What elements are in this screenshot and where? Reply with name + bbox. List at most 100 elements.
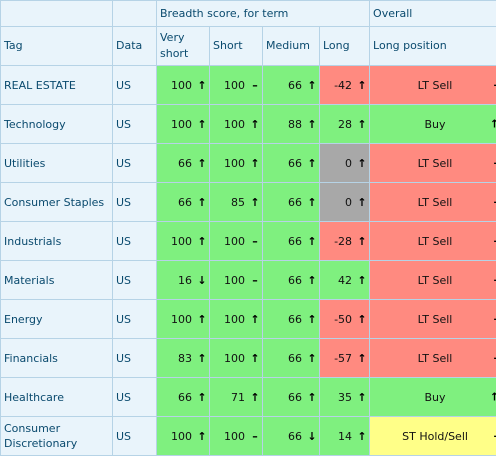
data-cell: US	[112, 104, 157, 144]
trend-icon: –	[494, 313, 496, 326]
score-value: 35	[338, 390, 353, 404]
trend-icon: ↑	[250, 195, 260, 209]
medium-score-cell: 88 ↑	[262, 104, 320, 144]
trend-icon: –	[252, 429, 258, 443]
score-value: 16	[178, 273, 192, 287]
tag-cell[interactable]: Financials	[0, 338, 113, 378]
score-value: -28	[334, 234, 353, 248]
score-value: 0	[345, 195, 353, 209]
score-value: 85	[231, 195, 245, 209]
long-score-cell: -50 ↑	[318, 299, 371, 339]
score-value: 83	[178, 351, 192, 365]
long-score-cell: 0 ↑	[318, 182, 371, 222]
long-position-cell: Buy ↑	[369, 377, 496, 417]
long-position-cell: LT Sell –	[369, 221, 496, 261]
trend-icon: ↑	[357, 78, 367, 92]
trend-icon: ↑	[357, 156, 367, 170]
trend-icon: ↑	[357, 195, 367, 209]
medium-column-header[interactable]: Medium	[262, 26, 320, 66]
score-value: -50	[334, 312, 353, 326]
short-column-header[interactable]: Short	[209, 26, 263, 66]
tag-cell[interactable]: Healthcare	[0, 377, 113, 417]
trend-icon: ↑	[307, 351, 317, 365]
position-label: LT Sell	[417, 156, 453, 170]
tag-cell[interactable]: Materials	[0, 260, 113, 300]
very-short-score-cell: 100 ↑	[156, 65, 210, 105]
score-value: 100	[171, 429, 192, 443]
trend-icon: ↑	[197, 312, 207, 326]
position-label: Buy	[424, 390, 446, 404]
very-short-column-header[interactable]: Very short	[156, 26, 210, 66]
long-score-cell: -28 ↑	[318, 221, 371, 261]
short-score-cell: 100 ↑	[209, 104, 263, 144]
trend-icon: ↑	[490, 391, 496, 404]
position-label: LT Sell	[417, 273, 453, 287]
medium-score-cell: 66 ↑	[262, 65, 320, 105]
tag-cell[interactable]: Industrials	[0, 221, 113, 261]
trend-icon: ↑	[357, 273, 367, 287]
score-value: 88	[288, 117, 302, 131]
score-value: -42	[334, 78, 353, 92]
trend-icon: –	[494, 274, 496, 287]
tag-cell[interactable]: REAL ESTATE	[0, 65, 113, 105]
long-position-cell: LT Sell –	[369, 299, 496, 339]
trend-icon: ↑	[307, 78, 317, 92]
score-value: 28	[338, 117, 353, 131]
long-score-cell: 14 ↑	[318, 416, 371, 456]
score-value: 42	[338, 273, 353, 287]
trend-icon: ↑	[357, 117, 367, 131]
tag-cell[interactable]: Utilities	[0, 143, 113, 183]
very-short-score-cell: 66 ↑	[156, 182, 210, 222]
long-score-cell: 28 ↑	[318, 104, 371, 144]
score-value: 66	[288, 429, 302, 443]
tag-column-header[interactable]: Tag	[0, 26, 113, 66]
score-value: 66	[288, 390, 302, 404]
short-score-cell: 100 ↑	[209, 299, 263, 339]
long-position-cell: Buy ↑	[369, 104, 496, 144]
long-column-header[interactable]: Long	[318, 26, 371, 66]
trend-icon: ↓	[197, 273, 207, 287]
score-value: 66	[288, 351, 302, 365]
data-cell: US	[112, 182, 157, 222]
long-position-cell: ST Hold/Sell –	[369, 416, 496, 456]
score-value: 100	[224, 312, 245, 326]
score-value: 100	[171, 117, 192, 131]
trend-icon: –	[494, 235, 496, 248]
data-cell: US	[112, 221, 157, 261]
score-value: 66	[288, 312, 302, 326]
trend-icon: ↑	[250, 156, 260, 170]
short-score-cell: 100 ↑	[209, 338, 263, 378]
tag-cell[interactable]: Consumer Staples	[0, 182, 113, 222]
short-score-cell: 100–	[209, 260, 263, 300]
very-short-score-cell: 16 ↓	[156, 260, 210, 300]
trend-icon: ↑	[307, 117, 317, 131]
very-short-score-cell: 100 ↑	[156, 104, 210, 144]
position-label: ST Hold/Sell	[402, 429, 468, 443]
trend-icon: ↑	[307, 312, 317, 326]
tag-cell[interactable]: Consumer Discretionary	[0, 416, 113, 456]
position-label: LT Sell	[417, 234, 453, 248]
trend-icon: ↑	[197, 156, 207, 170]
trend-icon: ↑	[197, 117, 207, 131]
score-value: 0	[345, 156, 353, 170]
data-cell: US	[112, 416, 157, 456]
trend-icon: ↑	[307, 234, 317, 248]
very-short-score-cell: 100 ↑	[156, 416, 210, 456]
short-score-cell: 71 ↑	[209, 377, 263, 417]
table-row: Technology US 100 ↑ 100 ↑ 88 ↑ 28 ↑ Buy ↑	[0, 104, 496, 144]
score-value: 100	[224, 156, 245, 170]
table-row: Financials US 83 ↑ 100 ↑ 66 ↑ -57 ↑ LT Sell –	[0, 338, 496, 378]
table-row: Consumer Staples US 66 ↑ 85 ↑ 66 ↑ 0 ↑ LT Se…	[0, 182, 496, 222]
medium-score-cell: 66 ↑	[262, 338, 320, 378]
long-position-cell: LT Sell –	[369, 338, 496, 378]
tag-cell[interactable]: Technology	[0, 104, 113, 144]
medium-score-cell: 66 ↑	[262, 377, 320, 417]
long-position-cell: LT Sell –	[369, 182, 496, 222]
breadth-score-group-header: Breadth score, for term	[155, 0, 371, 27]
long-position-column-header[interactable]: Long position	[369, 26, 496, 66]
tag-cell[interactable]: Energy	[0, 299, 113, 339]
table-row: Consumer Discretionary US 100 ↑ 100– 66 ↓ …	[0, 416, 496, 456]
score-value: 100	[224, 117, 245, 131]
breadth-score-table: Breadth score, for term Overall Tag Data…	[0, 0, 496, 456]
data-column-header[interactable]: Data	[112, 26, 157, 66]
